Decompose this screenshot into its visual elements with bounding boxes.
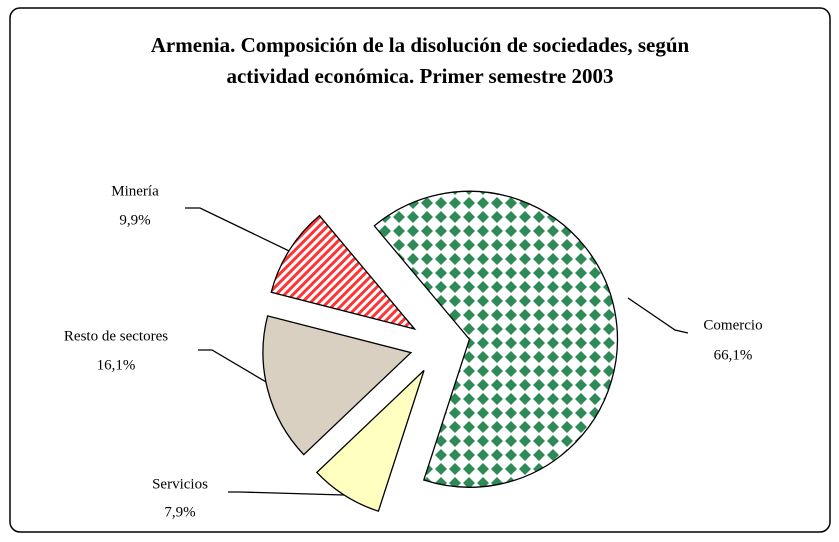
chart-title: Armenia. Composición de la disolución de… [150,33,690,88]
slice-label: Resto de sectores [64,328,168,344]
leader-line [228,491,379,497]
slice-value-label: 66,1% [714,347,753,363]
leader-line [627,297,689,334]
slice-label: Servicios [152,476,208,492]
pie-slice [262,315,413,456]
slice-label: Comercio [703,317,762,333]
slice-value-label: 9,9% [119,212,150,228]
leader-line [185,207,313,263]
pie-slice [373,190,619,488]
slice-value-label: 7,9% [164,504,195,520]
slice-label: Minería [111,183,159,199]
pie-slice [270,214,417,331]
slice-value-label: 16,1% [97,357,136,373]
pie-slice [315,369,425,512]
